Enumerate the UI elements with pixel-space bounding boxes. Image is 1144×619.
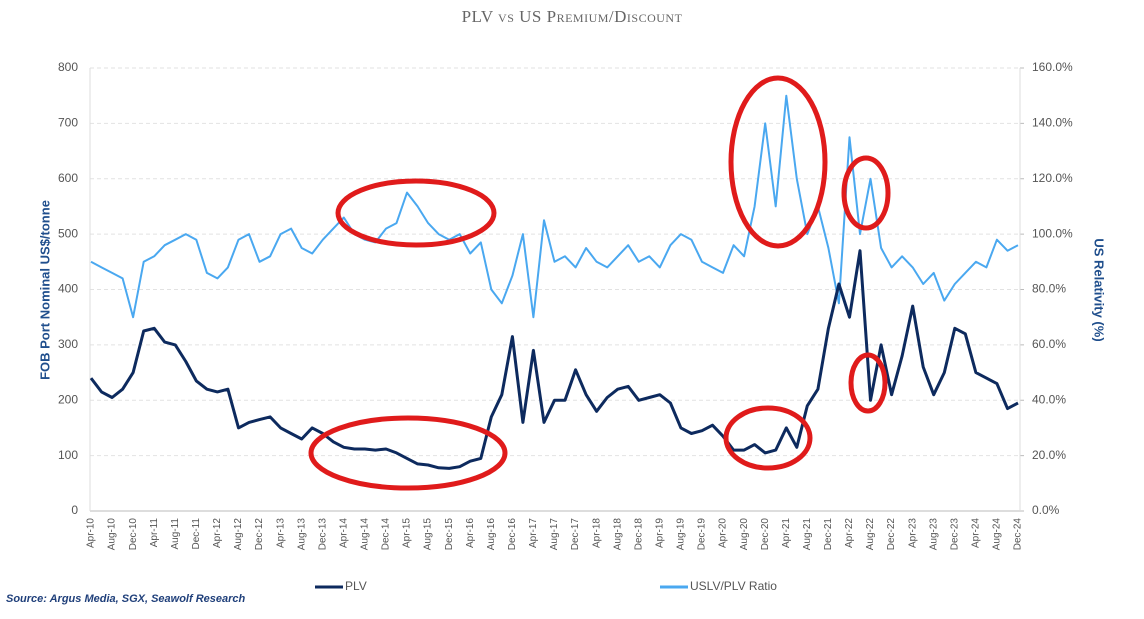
x-tick-label: Aug-17 — [549, 518, 560, 551]
y2-tick-label: 0.0% — [1032, 503, 1060, 517]
x-tick-label: Apr-18 — [591, 518, 602, 548]
annotation-circle — [848, 352, 888, 414]
x-tick-label: Apr-10 — [86, 518, 97, 548]
x-tick-label: Apr-13 — [275, 518, 286, 548]
annotation-circle — [728, 75, 828, 249]
x-tick-label: Dec-19 — [697, 518, 708, 551]
x-tick-label: Apr-24 — [971, 518, 982, 548]
annotation-circle — [308, 415, 508, 491]
legend-label: PLV — [345, 579, 367, 593]
y2-tick-label: 100.0% — [1032, 226, 1073, 240]
x-tick-label: Dec-24 — [1013, 518, 1024, 551]
annotation-circle — [723, 405, 813, 471]
x-tick-label: Aug-19 — [676, 518, 687, 551]
y-tick-label: 700 — [58, 116, 78, 130]
x-tick-label: Dec-11 — [191, 518, 202, 550]
plot-area: 0 100 200 300 400 500 600 700 800 0.0% 20.0% 40.0% 6… — [58, 60, 1073, 593]
x-tick-label: Dec-10 — [128, 518, 139, 551]
y2-axis-title: US Relativity (%) — [1092, 238, 1107, 341]
x-tick-label: Apr-16 — [465, 518, 476, 548]
source-note: Source: Argus Media, SGX, Seawolf Resear… — [6, 593, 246, 605]
y2-tick-label: 40.0% — [1032, 392, 1066, 406]
series-line — [90, 94, 1019, 319]
x-tick-label: Apr-12 — [212, 518, 223, 548]
y-tick-label: 400 — [58, 282, 78, 296]
x-tick-label: Dec-17 — [570, 518, 581, 551]
x-tick-label: Aug-11 — [170, 518, 181, 550]
y2-tick-label: 140.0% — [1032, 116, 1073, 130]
x-tick-label: Aug-14 — [360, 518, 371, 551]
x-tick-label: Apr-15 — [402, 518, 413, 548]
x-tick-label: Dec-15 — [444, 518, 455, 551]
x-tick-label: Apr-14 — [338, 518, 349, 548]
x-tick-label: Apr-11 — [149, 518, 160, 548]
y-tick-label: 200 — [58, 392, 78, 406]
x-tick-label: Dec-16 — [507, 518, 518, 551]
y-tick-label: 800 — [58, 60, 78, 74]
annotation-circle — [335, 178, 497, 248]
x-tick-label: Aug-10 — [107, 518, 118, 551]
x-tick-label: Apr-21 — [781, 518, 792, 548]
annotations — [308, 75, 891, 491]
x-tick-label: Aug-15 — [423, 518, 434, 551]
x-tick-label: Dec-13 — [317, 518, 328, 551]
y-tick-label: 0 — [71, 503, 78, 517]
series-line — [89, 249, 1019, 470]
x-tick-label: Apr-23 — [907, 518, 918, 548]
y-axis-title: FOB Port Nominal US$/tonne — [37, 200, 52, 380]
y-tick-label: 100 — [58, 448, 78, 462]
y2-tick-label: 160.0% — [1032, 60, 1073, 74]
x-tick-label: Aug-24 — [992, 518, 1003, 551]
y-tick-label: 500 — [58, 226, 78, 240]
chart-title: PLV vs US Premium/Discount — [462, 7, 683, 26]
x-tick-label: Apr-19 — [654, 518, 665, 548]
x-tick-label: Dec-21 — [823, 518, 834, 551]
x-tick-label: Apr-20 — [718, 518, 729, 548]
x-tick-label: Aug-22 — [865, 518, 876, 551]
x-tick-label: Aug-23 — [928, 518, 939, 551]
y-tick-label: 600 — [58, 171, 78, 185]
annotation-circle — [841, 155, 891, 231]
x-tick-label: Aug-18 — [612, 518, 623, 551]
x-tick-label: Aug-12 — [233, 518, 244, 551]
x-tick-label: Aug-16 — [486, 518, 497, 551]
x-tick-label: Dec-12 — [254, 518, 265, 551]
x-tick-label: Dec-14 — [381, 518, 392, 551]
y-tick-label: 300 — [58, 337, 78, 351]
x-tick-label: Dec-23 — [949, 518, 960, 551]
y2-tick-label: 120.0% — [1032, 171, 1073, 185]
x-tick-label: Apr-22 — [844, 518, 855, 548]
y2-tick-label: 20.0% — [1032, 448, 1066, 462]
x-tick-label: Aug-13 — [296, 518, 307, 551]
legend-label: USLV/PLV Ratio — [690, 579, 777, 593]
y2-tick-label: 80.0% — [1032, 282, 1066, 296]
x-tick-label: Dec-18 — [633, 518, 644, 551]
x-tick-label: Aug-20 — [739, 518, 750, 551]
x-tick-label: Apr-17 — [528, 518, 539, 548]
x-tick-label: Aug-21 — [802, 518, 813, 551]
y2-tick-label: 60.0% — [1032, 337, 1066, 351]
x-tick-label: Dec-20 — [760, 518, 771, 551]
x-tick-label: Dec-22 — [886, 518, 897, 551]
